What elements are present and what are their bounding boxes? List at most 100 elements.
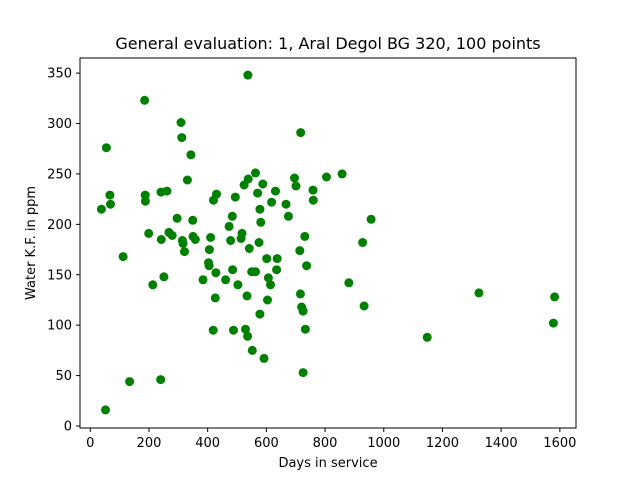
data-point-4 bbox=[106, 199, 115, 209]
data-point-64 bbox=[255, 204, 265, 214]
data-point-79 bbox=[291, 181, 301, 191]
data-point-29 bbox=[190, 235, 200, 244]
data-point-98 bbox=[474, 288, 484, 298]
data-point-97 bbox=[422, 332, 432, 342]
x-axis-label: Days in service bbox=[278, 456, 377, 471]
data-point-93 bbox=[344, 278, 354, 288]
data-point-46 bbox=[230, 192, 240, 202]
data-point-95 bbox=[359, 301, 369, 311]
data-point-82 bbox=[296, 128, 306, 138]
data-point-6 bbox=[125, 377, 135, 387]
data-point-70 bbox=[263, 273, 273, 283]
data-point-54 bbox=[243, 70, 253, 80]
x-tick-label: 200 bbox=[137, 436, 162, 451]
data-point-30 bbox=[198, 275, 208, 285]
data-point-86 bbox=[300, 231, 310, 241]
data-point-43 bbox=[227, 211, 237, 221]
x-tick-label: 1000 bbox=[367, 436, 400, 451]
data-point-69 bbox=[263, 295, 272, 305]
data-point-16 bbox=[162, 186, 172, 196]
data-point-92 bbox=[337, 169, 347, 179]
x-tick-label: 1400 bbox=[485, 436, 518, 451]
data-point-89 bbox=[308, 185, 318, 195]
data-point-9 bbox=[140, 196, 150, 206]
x-tick-label: 600 bbox=[254, 436, 279, 451]
data-point-42 bbox=[226, 236, 236, 245]
data-point-0 bbox=[96, 204, 106, 214]
data-point-3 bbox=[105, 190, 115, 200]
data-point-56 bbox=[244, 244, 254, 253]
data-point-23 bbox=[178, 239, 188, 248]
data-point-12 bbox=[156, 375, 166, 385]
data-point-88 bbox=[302, 261, 312, 271]
data-point-39 bbox=[212, 189, 221, 199]
data-point-26 bbox=[186, 150, 196, 160]
data-point-25 bbox=[182, 175, 192, 185]
data-point-27 bbox=[188, 215, 198, 225]
data-point-76 bbox=[281, 199, 291, 209]
y-tick-label: 200 bbox=[47, 218, 72, 233]
data-point-10 bbox=[144, 228, 154, 238]
data-point-74 bbox=[272, 265, 282, 275]
data-point-60 bbox=[251, 168, 260, 178]
chart-title: General evaluation: 1, Aral Degol BG 320… bbox=[115, 34, 540, 53]
data-point-34 bbox=[206, 233, 216, 242]
data-point-7 bbox=[140, 95, 150, 105]
data-point-58 bbox=[247, 345, 257, 355]
data-point-52 bbox=[242, 291, 252, 301]
data-point-61 bbox=[253, 188, 263, 198]
data-point-59 bbox=[251, 267, 260, 277]
y-tick-label: 100 bbox=[47, 319, 72, 334]
data-point-78 bbox=[290, 173, 299, 183]
data-point-33 bbox=[204, 245, 214, 255]
data-point-85 bbox=[298, 306, 308, 316]
y-axis-ticks: 0 50 100 150 200 250 300 350 bbox=[47, 67, 80, 434]
x-axis-ticks: 0 200 400 600 800 1000 1200 1400 1600 bbox=[86, 428, 576, 451]
data-point-51 bbox=[241, 324, 250, 334]
data-point-62 bbox=[254, 238, 264, 247]
data-point-91 bbox=[322, 172, 331, 182]
data-point-77 bbox=[283, 211, 293, 221]
y-tick-label: 350 bbox=[47, 67, 72, 82]
data-point-38 bbox=[211, 268, 221, 278]
data-point-100 bbox=[550, 292, 560, 302]
data-point-87 bbox=[300, 324, 310, 334]
x-tick-label: 1200 bbox=[426, 436, 459, 451]
data-point-63 bbox=[255, 309, 265, 319]
data-point-81 bbox=[295, 289, 305, 299]
data-points bbox=[96, 70, 560, 415]
data-point-49 bbox=[237, 228, 247, 238]
data-point-18 bbox=[167, 230, 177, 240]
data-point-96 bbox=[366, 214, 376, 224]
data-point-44 bbox=[228, 265, 238, 275]
data-point-68 bbox=[262, 254, 272, 264]
data-point-72 bbox=[267, 197, 277, 207]
data-point-37 bbox=[210, 293, 220, 303]
data-point-35 bbox=[208, 325, 218, 335]
data-point-66 bbox=[258, 179, 268, 189]
y-tick-label: 250 bbox=[47, 167, 72, 182]
data-point-65 bbox=[256, 217, 266, 227]
data-point-40 bbox=[221, 275, 231, 285]
data-point-21 bbox=[177, 133, 187, 143]
data-point-11 bbox=[148, 280, 158, 290]
data-point-47 bbox=[233, 280, 243, 290]
data-point-84 bbox=[298, 368, 308, 378]
data-point-55 bbox=[243, 174, 253, 184]
data-point-45 bbox=[229, 325, 238, 335]
data-point-53 bbox=[243, 331, 253, 341]
y-axis-label: Water K.F. in ppm bbox=[24, 186, 39, 300]
data-point-32 bbox=[204, 261, 214, 271]
y-tick-label: 300 bbox=[47, 117, 72, 132]
y-tick-label: 0 bbox=[64, 419, 72, 434]
data-point-75 bbox=[272, 254, 282, 264]
data-point-14 bbox=[156, 235, 166, 244]
x-tick-label: 1600 bbox=[543, 436, 576, 451]
data-point-67 bbox=[259, 353, 269, 363]
data-point-24 bbox=[180, 247, 189, 257]
data-point-41 bbox=[224, 221, 234, 231]
data-point-71 bbox=[266, 280, 275, 290]
data-point-20 bbox=[176, 118, 186, 127]
